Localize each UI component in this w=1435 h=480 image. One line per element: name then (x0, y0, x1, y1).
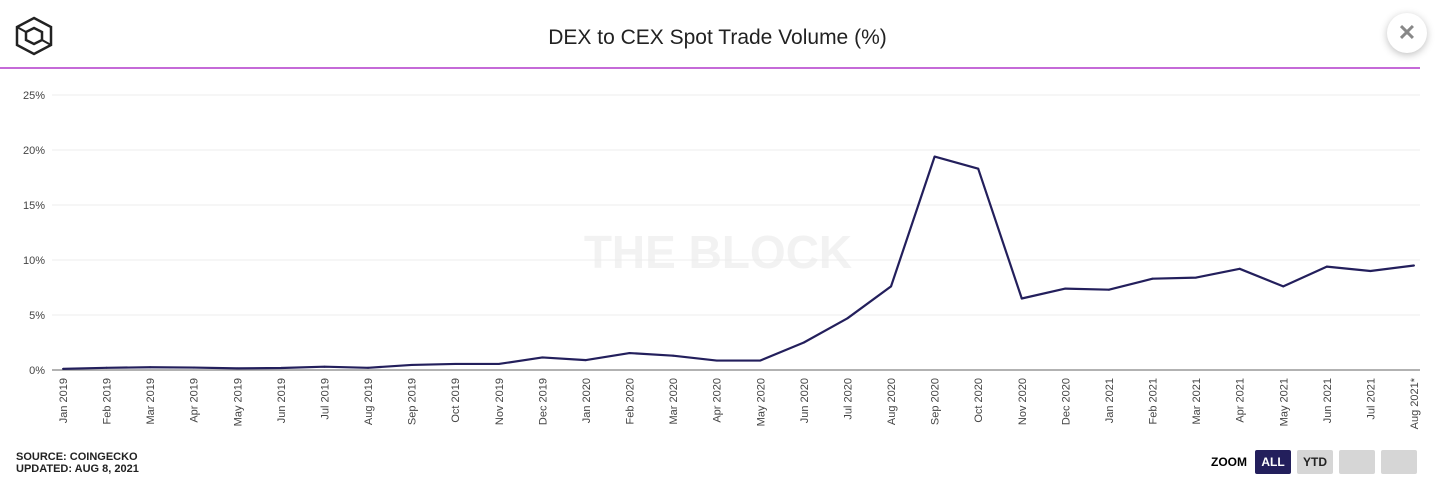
x-tick-label: Mar 2019 (145, 378, 157, 424)
data-point (584, 359, 587, 362)
x-tick-label: Mar 2020 (668, 378, 680, 424)
y-tick-label: 5% (29, 310, 45, 322)
x-tick-label: Jun 2019 (276, 378, 288, 423)
y-tick-label: 0% (29, 365, 45, 377)
x-tick-label: Sep 2019 (407, 378, 419, 425)
x-tick-label: Oct 2020 (973, 378, 985, 423)
x-tick-label: May 2020 (755, 378, 767, 426)
data-point (62, 367, 64, 370)
data-point (454, 362, 457, 365)
data-point (977, 167, 980, 170)
x-tick-label: Dec 2020 (1060, 378, 1072, 425)
line-chart: THE BLOCK 0% 5% 10% 15% 20% 25% Jan 2019 Feb 201… (23, 90, 1421, 429)
x-tick-label: Nov 2020 (1017, 378, 1029, 425)
x-tick-label: Jan 2021 (1104, 378, 1116, 423)
data-point (105, 366, 108, 369)
data-point (1107, 288, 1110, 291)
x-tick-label: Feb 2021 (1148, 378, 1160, 424)
x-tick-label: Apr 2021 (1235, 378, 1247, 423)
x-tick-label: Aug 2021* (1409, 377, 1421, 429)
x-tick-label: Apr 2019 (189, 378, 201, 423)
x-tick-label: Jan 2020 (581, 378, 593, 423)
y-tick-label: 10% (23, 255, 45, 267)
x-tick-label: Sep 2020 (930, 378, 942, 425)
y-tick-label: 25% (23, 90, 45, 102)
data-point (846, 317, 849, 320)
x-tick-label: Feb 2019 (102, 378, 114, 424)
x-tick-label: Jul 2019 (319, 378, 331, 420)
the-block-logo-icon (15, 16, 53, 56)
x-tick-label: Jul 2020 (842, 378, 854, 420)
data-point (715, 359, 718, 362)
close-button[interactable]: ✕ (1387, 13, 1427, 53)
data-point (236, 367, 239, 370)
data-point (367, 366, 370, 369)
data-point (410, 363, 413, 366)
data-point (1020, 297, 1023, 300)
x-tick-label: Jan 2019 (58, 378, 70, 423)
x-tick-label: Oct 2019 (450, 378, 462, 423)
data-point (1325, 265, 1328, 268)
data-point (1413, 264, 1415, 267)
zoom-label: ZOOM (1211, 455, 1247, 469)
data-point (541, 356, 544, 359)
x-tick-label: Jul 2021 (1365, 378, 1377, 420)
zoom-controls: ZOOM ALL YTD (1211, 450, 1417, 474)
zoom-button-3[interactable] (1339, 450, 1375, 474)
updated-text: UPDATED: AUG 8, 2021 (16, 463, 139, 475)
x-tick-label: May 2021 (1278, 378, 1290, 426)
x-tick-label: Feb 2020 (625, 378, 637, 424)
x-tick-label: Dec 2019 (537, 378, 549, 425)
data-point (1064, 287, 1067, 290)
x-tick-label: May 2019 (232, 378, 244, 426)
x-tick-label: Jun 2020 (799, 378, 811, 423)
zoom-ytd-button[interactable]: YTD (1297, 450, 1333, 474)
x-tick-label: Apr 2020 (712, 378, 724, 423)
data-point (149, 366, 152, 369)
data-point (890, 285, 893, 288)
y-tick-label: 15% (23, 200, 45, 212)
source-note: SOURCE: COINGECKO UPDATED: AUG 8, 2021 (16, 451, 139, 475)
data-point (672, 354, 675, 357)
data-point (759, 359, 762, 362)
zoom-all-button[interactable]: ALL (1255, 450, 1291, 474)
x-tick-label: Aug 2020 (886, 378, 898, 425)
x-tick-label: Aug 2019 (363, 378, 375, 425)
data-point (279, 367, 282, 370)
data-point (802, 341, 805, 344)
data-point (192, 366, 195, 369)
x-tick-label: Mar 2021 (1191, 378, 1203, 424)
data-point (1195, 276, 1198, 279)
y-tick-label: 20% (23, 145, 45, 157)
watermark: THE BLOCK (584, 226, 852, 278)
data-point (1151, 277, 1154, 280)
data-point (933, 155, 936, 158)
x-tick-label: Nov 2019 (494, 378, 506, 425)
source-text: SOURCE: COINGECKO (16, 451, 138, 463)
data-point (323, 365, 326, 368)
data-point (1238, 267, 1241, 270)
header-divider (0, 67, 1420, 69)
zoom-button-4[interactable] (1381, 450, 1417, 474)
x-tick-label: Jun 2021 (1322, 378, 1334, 423)
data-point (1369, 270, 1372, 272)
chart-title: DEX to CEX Spot Trade Volume (%) (548, 26, 887, 49)
series-line (62, 155, 1415, 370)
data-point (497, 362, 500, 365)
data-point (628, 352, 631, 355)
data-point (1282, 285, 1285, 288)
